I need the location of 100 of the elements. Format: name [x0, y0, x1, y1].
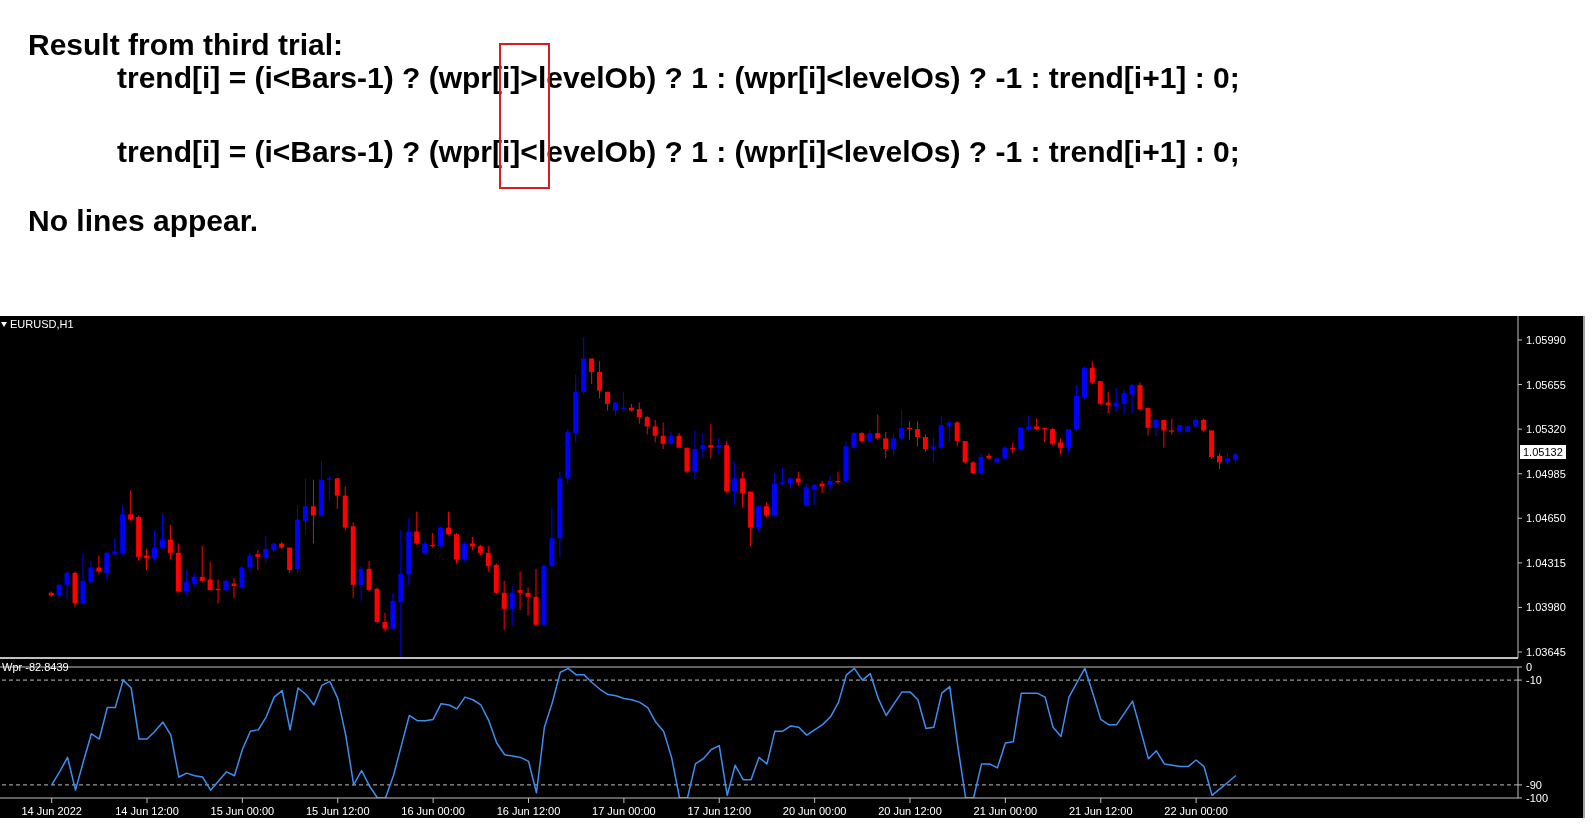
x-tick-label: 15 Jun 12:00: [305, 805, 370, 817]
candlestick: [827, 475, 833, 491]
candlestick: [366, 560, 372, 592]
candlestick: [740, 471, 746, 509]
candlestick: [152, 529, 158, 562]
x-tick-label: 22 Jun 00:00: [1164, 805, 1228, 817]
candlestick: [525, 586, 531, 616]
candlestick: [438, 525, 444, 549]
candlestick: [207, 561, 213, 591]
candlestick: [899, 409, 905, 441]
candlestick: [263, 535, 269, 563]
candlestick: [914, 420, 920, 447]
candlestick: [660, 421, 666, 450]
candlestick: [446, 511, 452, 537]
candlestick: [80, 552, 86, 606]
x-tick-label: 16 Jun 00:00: [401, 805, 465, 817]
y-tick-label: 1.05990: [1526, 333, 1566, 346]
candlestick: [1018, 425, 1024, 451]
x-tick-label: 15 Jun 00:00: [210, 805, 275, 817]
x-tick-label: 16 Jun 12:00: [496, 805, 561, 817]
candlestick: [64, 571, 70, 600]
candlestick: [88, 560, 94, 584]
candlestick: [517, 571, 523, 611]
candlestick: [303, 477, 309, 535]
candlestick: [199, 545, 205, 583]
candlestick: [1161, 419, 1167, 449]
candlestick: [978, 453, 984, 475]
y-tick-label: 0: [1526, 661, 1533, 673]
candlestick: [247, 552, 253, 572]
y-tick-label: 1.05655: [1526, 378, 1566, 391]
candlestick: [183, 569, 189, 596]
candlestick: [1113, 387, 1119, 413]
y-tick-label: 1.05320: [1526, 423, 1566, 436]
y-tick-label: 1.03980: [1526, 601, 1566, 614]
candlestick: [700, 432, 706, 459]
candlestick: [414, 511, 420, 546]
candlestick: [1145, 407, 1151, 437]
chart-title: Wpr -82.8439: [2, 661, 69, 673]
x-tick-label: 14 Jun 12:00: [115, 805, 179, 817]
candlestick: [875, 413, 881, 441]
candlestick: [891, 433, 897, 457]
candlestick: [255, 549, 261, 571]
text: Result from third trial:: [28, 28, 344, 62]
x-tick-label: 21 Jun 12:00: [1068, 805, 1133, 817]
candlestick: [1137, 382, 1143, 411]
y-tick-label: 1.03645: [1526, 646, 1566, 659]
candlestick: [803, 483, 809, 507]
candlestick: [287, 547, 293, 574]
x-tick-label: 20 Jun 00:00: [782, 805, 847, 817]
candlestick: [358, 565, 364, 602]
candlestick: [1065, 428, 1071, 454]
candlestick: [382, 612, 388, 632]
candlestick: [811, 483, 817, 506]
candlestick: [708, 423, 714, 459]
candlestick: [692, 429, 698, 481]
candlestick: [128, 489, 134, 522]
y-tick-label: 1.04315: [1526, 556, 1566, 569]
candlestick: [1153, 419, 1159, 437]
text: 1.05132: [1520, 445, 1566, 459]
candlestick: [96, 555, 102, 575]
candlestick: [756, 504, 762, 533]
y-tick-label: -10: [1526, 674, 1542, 687]
candlestick: [962, 440, 968, 465]
candlestick: [946, 419, 952, 442]
x-tick-label: 14 Jun 2022: [21, 805, 82, 817]
x-tick-label: 17 Jun 12:00: [687, 805, 752, 817]
candlestick: [644, 415, 650, 435]
candlestick: [461, 541, 467, 562]
y-tick-label: 1.04650: [1526, 512, 1566, 525]
candlestick: [1097, 380, 1103, 406]
candlestick: [334, 477, 340, 510]
x-tick-label: 17 Jun 00:00: [592, 805, 656, 817]
candlestick: [684, 447, 690, 474]
y-tick-label: -100: [1526, 792, 1549, 804]
candlestick: [485, 545, 491, 572]
candlestick: [501, 580, 507, 631]
candlestick: [597, 360, 603, 400]
candlestick: [883, 431, 889, 459]
candlestick: [1089, 360, 1095, 385]
candlestick: [636, 402, 642, 425]
candlestick: [1105, 391, 1111, 414]
candlestick: [159, 513, 165, 550]
candlestick: [104, 551, 110, 580]
candlestick: [954, 420, 960, 447]
candlestick: [167, 524, 173, 561]
text: No lines appear.: [28, 204, 259, 238]
candlestick: [231, 577, 237, 599]
candlestick: [938, 415, 944, 450]
candlestick: [732, 460, 738, 506]
candlestick: [310, 479, 316, 545]
candlestick: [1129, 383, 1135, 414]
candlestick: [326, 475, 332, 502]
y-tick-label: 1.04985: [1526, 467, 1566, 480]
candlestick: [930, 436, 936, 463]
y-tick-label: -90: [1526, 778, 1542, 791]
chart-title: EURUSD,H1: [10, 318, 74, 330]
candlestick: [589, 358, 595, 385]
x-tick-label: 21 Jun 00:00: [973, 805, 1038, 817]
x-tick-label: 20 Jun 12:00: [878, 805, 942, 817]
candlestick: [652, 419, 658, 443]
